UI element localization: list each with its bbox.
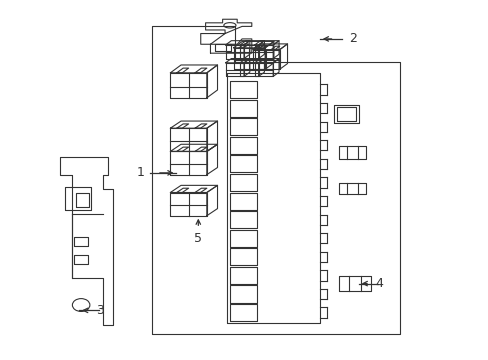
Text: 5: 5: [194, 232, 202, 245]
Text: 3: 3: [96, 304, 104, 317]
Text: 1: 1: [137, 166, 144, 179]
Text: 2: 2: [348, 32, 356, 45]
Text: 4: 4: [375, 277, 383, 290]
